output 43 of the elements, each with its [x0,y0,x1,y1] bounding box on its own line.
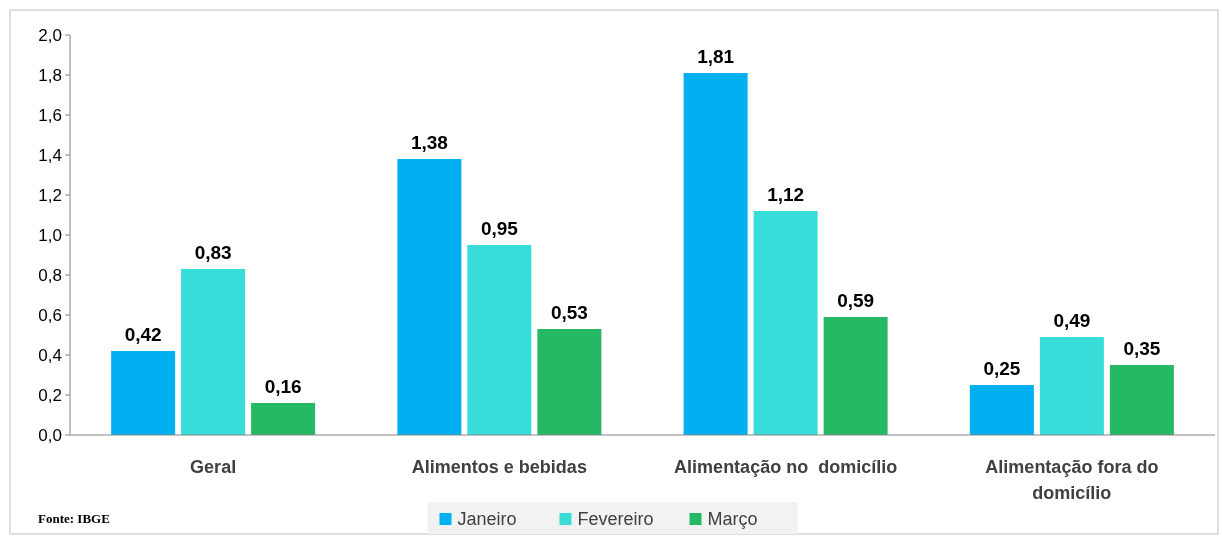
bar [181,269,246,435]
y-tick-label: 2,0 [38,25,62,45]
data-label: 1,81 [697,46,735,67]
x-tick-label: Alimentação no domicílio [674,457,898,477]
y-tick-label: 1,4 [38,145,62,165]
data-label: 0,16 [264,376,302,397]
y-tick-label: 0,2 [38,385,62,405]
legend-label: Janeiro [457,509,517,530]
y-tick-label: 1,2 [38,185,62,205]
legend-label: Fevereiro [577,509,654,530]
y-tick-label: 1,8 [38,65,62,85]
y-tick-label: 0,0 [38,425,62,445]
data-label: 0,42 [124,324,162,345]
bar [683,73,748,435]
x-tick-label: Alimentação fora do domicílio [985,457,1159,503]
bar [753,211,818,435]
y-tick-label: 1,6 [38,105,62,125]
y-tick-label: 0,8 [38,265,62,285]
data-label: 1,12 [767,184,805,205]
source-note: Fonte: IBGE [38,511,110,526]
bar [397,159,462,435]
y-tick-label: 1,0 [38,225,62,245]
legend-label: Março [707,509,758,530]
bar [467,245,532,435]
data-label: 0,25 [983,358,1021,379]
bar [1039,337,1104,435]
data-label: 0,83 [194,242,232,263]
data-label: 0,95 [480,218,519,239]
bar [111,351,176,435]
data-label: 0,59 [837,290,875,311]
x-tick-label: Alimentos e bebidas [411,457,587,477]
bar [969,385,1034,435]
bar [537,329,602,435]
data-label: 0,49 [1053,310,1091,331]
y-tick-label: 0,4 [38,345,62,365]
bar [251,403,316,435]
bar [1109,365,1174,435]
data-label: 0,35 [1123,338,1161,359]
data-label: 1,38 [410,132,448,153]
x-tick-label: Geral [190,457,237,477]
bar [823,317,888,435]
data-label: 0,53 [550,302,588,323]
y-tick-label: 0,6 [38,305,62,325]
